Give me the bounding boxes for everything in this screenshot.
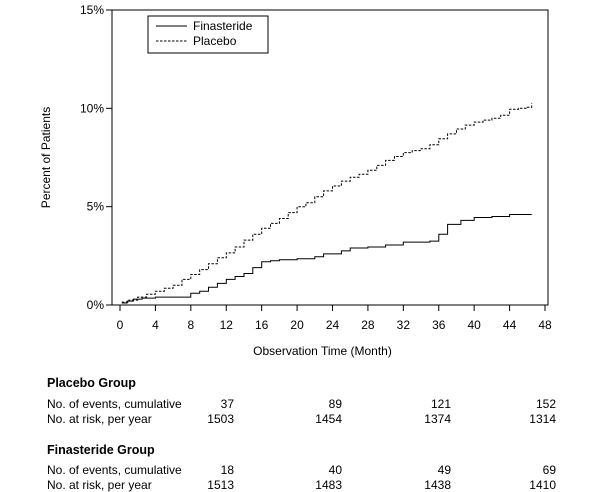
placebo-events-label: No. of events, cumulative — [47, 397, 182, 411]
table-cell: 18 — [220, 463, 234, 477]
chart-axes: 0 4 8 12 16 20 24 28 32 36 40 44 480%5%10%15%Observa… — [39, 3, 552, 358]
table-cell: 1513 — [207, 478, 234, 492]
series-line-placebo — [121, 103, 533, 303]
legend-box — [147, 15, 269, 54]
x-tick-label: 12 — [220, 318, 234, 332]
placebo-risk-label: No. at risk, per year — [47, 412, 152, 426]
plot-frame — [111, 9, 549, 306]
table-cell: 1503 — [207, 412, 234, 426]
table-cell: 1438 — [424, 478, 451, 492]
x-tick-label: 36 — [432, 318, 446, 332]
x-tick-label: 4 — [152, 318, 159, 332]
x-tick-label: 32 — [397, 318, 411, 332]
table-cell: 49 — [437, 463, 451, 477]
y-tick-label: 15% — [80, 3, 104, 17]
chart-series — [121, 103, 533, 304]
x-axis-label: Observation Time (Month) — [253, 344, 392, 358]
table-cell: 152 — [535, 397, 556, 411]
y-axis-label: Percent of Patients — [39, 107, 53, 208]
placebo-group-title: Placebo Group — [47, 376, 136, 390]
finasteride-risk-label: No. at risk, per year — [47, 478, 152, 492]
legend-label: Finasteride — [193, 19, 253, 33]
y-tick-label: 10% — [80, 101, 104, 115]
x-tick-label: 48 — [538, 318, 552, 332]
x-tick-label: 44 — [503, 318, 517, 332]
x-tick-label: 24 — [326, 318, 340, 332]
table-cell: 1454 — [315, 412, 342, 426]
x-tick-label: 16 — [255, 318, 269, 332]
table-cell: 69 — [542, 463, 556, 477]
y-tick-label: 0% — [87, 298, 105, 312]
x-tick-label: 28 — [361, 318, 375, 332]
table-cell: 1314 — [529, 412, 556, 426]
table-cell: 121 — [430, 397, 451, 411]
series-line-finasteride — [121, 214, 532, 304]
x-tick-label: 20 — [290, 318, 304, 332]
table-cell: 37 — [220, 397, 234, 411]
finasteride-events-label: No. of events, cumulative — [47, 463, 182, 477]
table-cell: 89 — [328, 397, 342, 411]
x-tick-label: 8 — [187, 318, 194, 332]
legend-label: Placebo — [193, 34, 237, 48]
table-cell: 40 — [328, 463, 342, 477]
table-cell: 1483 — [315, 478, 342, 492]
y-tick-label: 5% — [87, 200, 105, 214]
table-cell: 1374 — [424, 412, 451, 426]
x-tick-label: 40 — [467, 318, 481, 332]
x-tick-label: 0 — [117, 318, 124, 332]
finasteride-group-title: Finasteride Group — [47, 443, 155, 457]
table-cell: 1410 — [529, 478, 556, 492]
